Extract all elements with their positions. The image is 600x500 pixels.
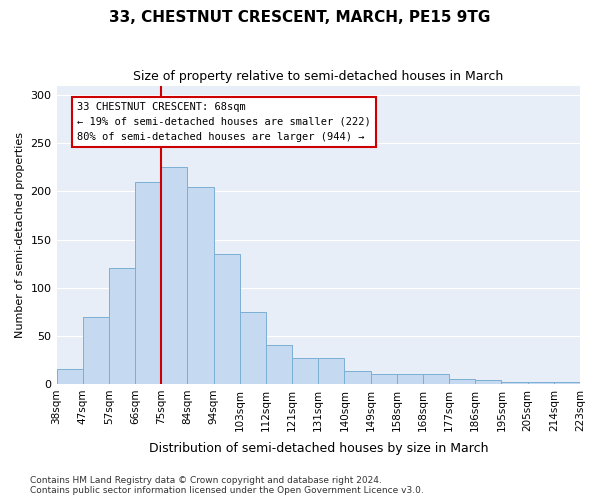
Bar xyxy=(371,374,397,384)
Text: Contains HM Land Registry data © Crown copyright and database right 2024.
Contai: Contains HM Land Registry data © Crown c… xyxy=(30,476,424,495)
Text: 33 CHESTNUT CRESCENT: 68sqm
← 19% of semi-detached houses are smaller (222)
80% : 33 CHESTNUT CRESCENT: 68sqm ← 19% of sem… xyxy=(77,102,371,142)
Bar xyxy=(397,374,423,384)
Bar xyxy=(266,346,292,384)
Bar xyxy=(292,358,318,384)
Title: Size of property relative to semi-detached houses in March: Size of property relative to semi-detach… xyxy=(133,70,503,83)
Bar xyxy=(161,168,187,384)
Bar xyxy=(423,374,449,384)
Bar xyxy=(83,316,109,384)
Bar xyxy=(240,312,266,384)
Bar xyxy=(475,380,502,384)
Bar xyxy=(214,254,240,384)
Bar xyxy=(318,358,344,384)
X-axis label: Distribution of semi-detached houses by size in March: Distribution of semi-detached houses by … xyxy=(149,442,488,455)
Text: 33, CHESTNUT CRESCENT, MARCH, PE15 9TG: 33, CHESTNUT CRESCENT, MARCH, PE15 9TG xyxy=(109,10,491,25)
Bar xyxy=(56,370,83,384)
Bar xyxy=(502,382,527,384)
Y-axis label: Number of semi-detached properties: Number of semi-detached properties xyxy=(15,132,25,338)
Bar xyxy=(135,182,161,384)
Bar xyxy=(109,268,135,384)
Bar xyxy=(187,186,214,384)
Bar xyxy=(344,372,371,384)
Bar xyxy=(449,379,475,384)
Bar xyxy=(527,382,554,384)
Bar xyxy=(554,382,580,384)
